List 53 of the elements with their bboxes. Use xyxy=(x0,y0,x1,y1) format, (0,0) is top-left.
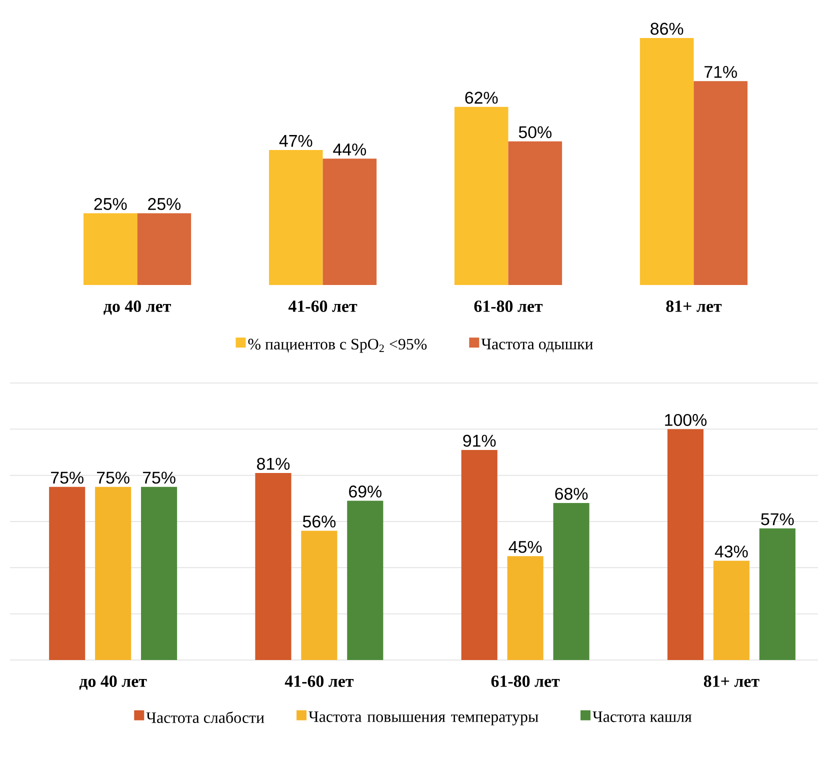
data-label: 25% xyxy=(148,198,181,210)
x-tick-label: 61-80 лет xyxy=(491,676,560,687)
data-label: 47% xyxy=(279,134,312,147)
data-label: 62% xyxy=(465,92,498,104)
data-label: 43% xyxy=(714,546,748,558)
legend-label: Частота повышения температуры xyxy=(308,711,538,726)
data-label: 100% xyxy=(665,414,707,426)
data-label: 75% xyxy=(142,472,176,484)
data-label: 57% xyxy=(761,513,794,526)
bar xyxy=(694,81,748,285)
legend-label: Частота одышки xyxy=(481,338,593,352)
x-tick-label: 81+ лет xyxy=(704,676,760,687)
x-tick-label: до 40 лет xyxy=(104,300,171,315)
data-label: 68% xyxy=(555,488,588,500)
x-tick-label: 41-60 лет xyxy=(284,676,354,687)
data-label: 44% xyxy=(333,144,366,156)
bar xyxy=(137,213,192,285)
data-label: 45% xyxy=(508,541,542,553)
data-label: 25% xyxy=(94,198,127,210)
data-label: 56% xyxy=(302,516,336,528)
data-label: 50% xyxy=(518,126,552,138)
bar xyxy=(322,158,377,285)
bar xyxy=(667,429,704,660)
bar xyxy=(640,38,694,285)
bar xyxy=(84,213,138,285)
legend-label: Частота слабости xyxy=(146,711,264,724)
bar xyxy=(95,486,132,660)
bar xyxy=(713,560,750,660)
bar xyxy=(347,500,384,660)
legend-label: % пациентов с SpO$_{2}$ <95% xyxy=(248,338,427,353)
data-label: 69% xyxy=(349,486,382,498)
bar xyxy=(507,556,544,660)
bar xyxy=(141,486,178,660)
data-label: 75% xyxy=(96,472,130,484)
bar xyxy=(759,528,796,660)
bar xyxy=(268,150,323,285)
bar xyxy=(49,486,86,660)
data-label: 91% xyxy=(463,434,496,447)
x-tick-label: 61-80 лет xyxy=(474,300,543,312)
x-tick-label: 41-60 лет xyxy=(288,300,358,312)
bar xyxy=(461,450,498,660)
bar xyxy=(553,503,590,660)
bar xyxy=(508,141,562,285)
x-tick-label: 81+ лет xyxy=(666,300,722,312)
bar xyxy=(454,106,508,285)
legend-label: Частота кашля xyxy=(592,711,692,722)
data-label: 81% xyxy=(257,458,290,470)
bar xyxy=(301,530,338,660)
data-label: 71% xyxy=(704,66,737,78)
data-label: 86% xyxy=(650,22,684,35)
data-label: 75% xyxy=(51,472,84,484)
bar xyxy=(255,473,292,660)
x-tick-label: до 40 лет xyxy=(79,676,147,690)
